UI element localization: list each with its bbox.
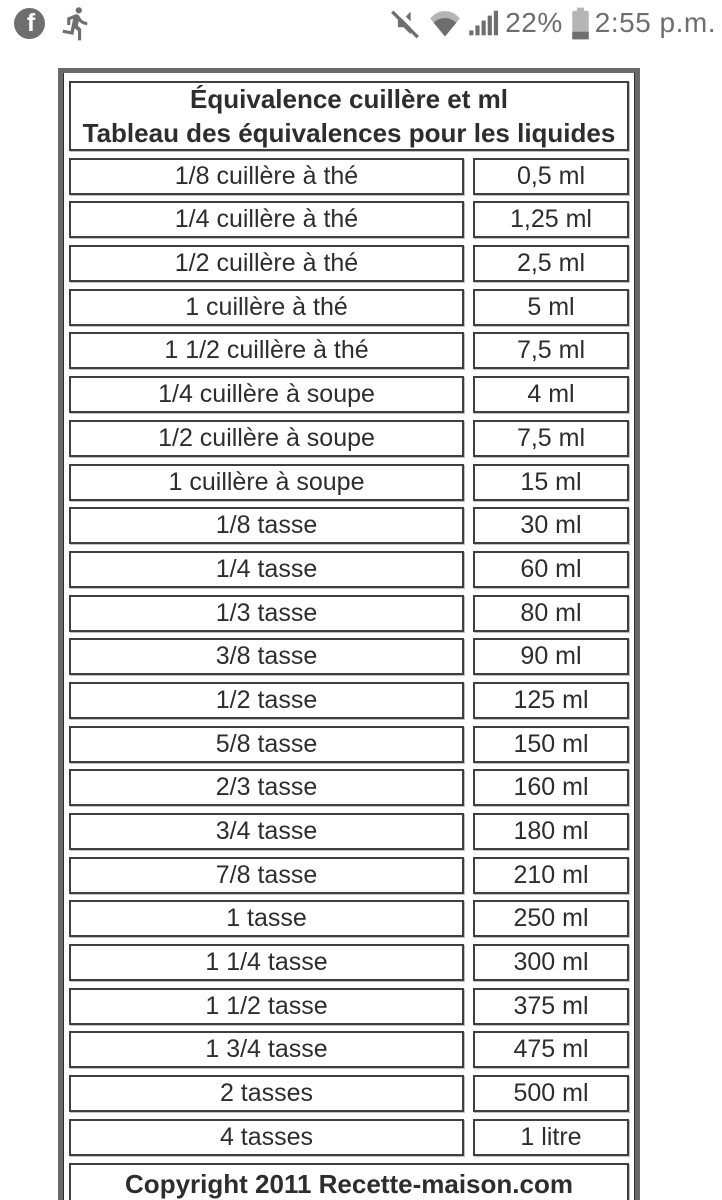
- ml-cell: 500 ml: [473, 1075, 629, 1113]
- ml-cell: 210 ml: [473, 856, 629, 894]
- table-row: 2/3 tasse 160 ml: [69, 769, 629, 807]
- ml-cell: 0,5 ml: [473, 157, 629, 195]
- ml-cell: 90 ml: [473, 638, 629, 676]
- ml-cell: 15 ml: [473, 463, 629, 501]
- table-title-line2: Tableau des équivalences pour les liquid…: [82, 118, 616, 148]
- table-row: 1/4 tasse 60 ml: [69, 550, 629, 588]
- ml-cell: 375 ml: [473, 987, 629, 1025]
- equivalence-table: Équivalence cuillère et ml Tableau des é…: [58, 68, 640, 1200]
- measure-cell: 1/8 cuillère à thé: [69, 157, 464, 195]
- measure-cell: 1 1/2 cuillère à thé: [69, 332, 464, 370]
- clock-label: 2:55 p.m.: [594, 7, 716, 38]
- measure-cell: 2/3 tasse: [69, 769, 464, 807]
- measure-cell: 5/8 tasse: [69, 725, 464, 763]
- ml-cell: 5 ml: [473, 288, 629, 326]
- ml-cell: 160 ml: [473, 769, 629, 807]
- ml-cell: 30 ml: [473, 507, 629, 545]
- volume-muted-icon: [391, 7, 423, 39]
- ml-cell: 475 ml: [473, 1031, 629, 1069]
- table-row: 1/4 cuillère à thé 1,25 ml: [69, 201, 629, 239]
- table-row: 1/2 tasse 125 ml: [69, 681, 629, 719]
- measure-cell: 1 1/2 tasse: [69, 987, 464, 1025]
- table-row: 1 cuillère à thé 5 ml: [69, 288, 629, 326]
- table-row: 1/8 cuillère à thé 0,5 ml: [69, 157, 629, 195]
- table-row: 7/8 tasse 210 ml: [69, 856, 629, 894]
- measure-cell: 7/8 tasse: [69, 856, 464, 894]
- measure-cell: 3/4 tasse: [69, 813, 464, 850]
- table-footer: Copyright 2011 Recette-maison.com: [69, 1162, 629, 1200]
- measure-cell: 4 tasses: [69, 1118, 464, 1156]
- cell-signal-icon: [469, 10, 499, 36]
- table-row: 5/8 tasse 150 ml: [69, 725, 629, 763]
- table-title-line1: Équivalence cuillère et ml: [190, 84, 508, 114]
- measure-cell: 1/3 tasse: [69, 594, 464, 632]
- table-row: 1 cuillère à soupe 15 ml: [69, 463, 629, 501]
- ml-cell: 1 litre: [473, 1118, 629, 1156]
- ml-cell: 7,5 ml: [473, 332, 629, 370]
- measure-cell: 2 tasses: [69, 1075, 464, 1113]
- measure-cell: 1 tasse: [69, 900, 464, 938]
- measure-cell: 3/8 tasse: [69, 638, 464, 676]
- table-row: 2 tasses 500 ml: [69, 1075, 629, 1113]
- measure-cell: 1/4 cuillère à soupe: [69, 376, 464, 414]
- runner-activity-icon: [62, 6, 88, 40]
- measure-cell: 1/4 cuillère à thé: [69, 201, 464, 239]
- ml-cell: 7,5 ml: [473, 419, 629, 457]
- table-row: 1 1/2 tasse 375 ml: [69, 987, 629, 1025]
- table-row: 1/2 cuillère à thé 2,5 ml: [69, 245, 629, 283]
- table-rows: 1/8 cuillère à thé 0,5 ml 1/4 cuillère à t…: [69, 157, 629, 1156]
- ml-cell: 180 ml: [473, 813, 629, 850]
- measure-cell: 1/2 cuillère à soupe: [69, 419, 464, 457]
- measure-cell: 1 cuillère à soupe: [69, 463, 464, 501]
- table-row: 3/8 tasse 90 ml: [69, 638, 629, 676]
- battery-percent-label: 22%: [505, 7, 563, 38]
- table-row: 1/3 tasse 80 ml: [69, 594, 629, 632]
- measure-cell: 1 cuillère à thé: [69, 288, 464, 326]
- measure-cell: 1 3/4 tasse: [69, 1031, 464, 1069]
- measure-cell: 1/2 cuillère à thé: [69, 245, 464, 283]
- ml-cell: 4 ml: [473, 376, 629, 414]
- status-bar-notifications: f: [14, 5, 95, 42]
- table-row: 4 tasses 1 litre: [69, 1118, 629, 1156]
- wifi-icon: [430, 11, 461, 37]
- status-bar-indicators: 22% 2:55 p.m.: [388, 6, 716, 40]
- table-row: 1/4 cuillère à soupe 4 ml: [69, 376, 629, 414]
- table-title: Équivalence cuillère et ml Tableau des é…: [69, 81, 629, 151]
- ml-cell: 1,25 ml: [473, 201, 629, 239]
- measure-cell: 1 1/4 tasse: [69, 944, 464, 982]
- ml-cell: 250 ml: [473, 900, 629, 938]
- facebook-icon: f: [14, 7, 45, 39]
- table-row: 1 1/2 cuillère à thé 7,5 ml: [69, 332, 629, 370]
- ml-cell: 150 ml: [473, 725, 629, 763]
- ml-cell: 300 ml: [473, 944, 629, 982]
- table-row: 1/2 cuillère à soupe 7,5 ml: [69, 419, 629, 457]
- table-row: 1 1/4 tasse 300 ml: [69, 944, 629, 982]
- table-row: 1 3/4 tasse 475 ml: [69, 1031, 629, 1069]
- table-row: 1/8 tasse 30 ml: [69, 507, 629, 545]
- battery-icon: [572, 7, 589, 39]
- measure-cell: 1/2 tasse: [69, 681, 464, 719]
- table-row: 1 tasse 250 ml: [69, 900, 629, 938]
- ml-cell: 125 ml: [473, 681, 629, 719]
- ml-cell: 60 ml: [473, 550, 629, 588]
- status-bar: f 22%: [0, 0, 722, 46]
- ml-cell: 80 ml: [473, 594, 629, 632]
- table-row: 3/4 tasse 180 ml: [69, 813, 629, 850]
- ml-cell: 2,5 ml: [473, 245, 629, 283]
- measure-cell: 1/4 tasse: [69, 550, 464, 588]
- measure-cell: 1/8 tasse: [69, 507, 464, 545]
